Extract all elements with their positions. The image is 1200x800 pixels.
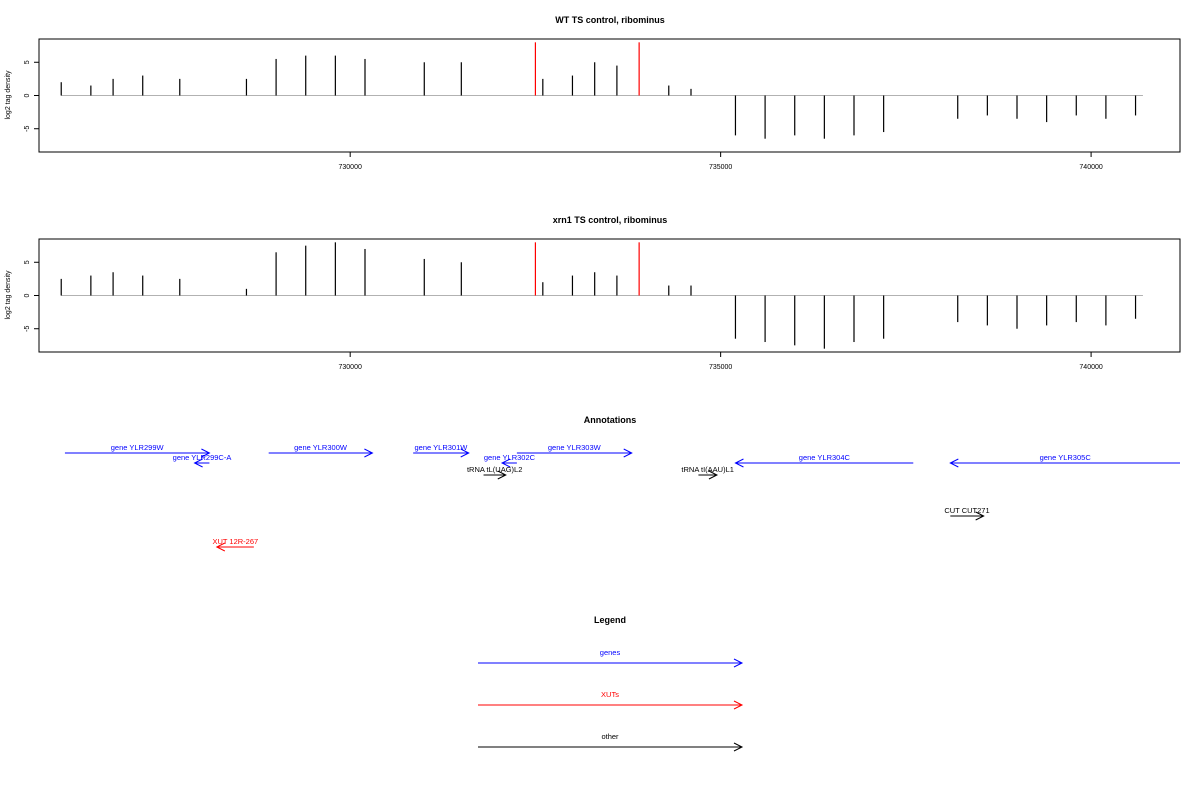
annotation-feature: gene YLR300W	[268, 443, 374, 458]
annotation-label: gene YLR304C	[799, 453, 851, 462]
annotation-feature: gene YLR305C	[949, 453, 1180, 468]
annotation-feature: XUT 12R-267	[212, 537, 258, 552]
panel2-y-tick-label: 0	[24, 293, 31, 297]
legend-arrowhead	[733, 658, 744, 668]
annotation-arrowhead	[215, 542, 226, 552]
annotation-track: gene YLR299W gene YLR299C-A gene YLR300W ge…	[64, 443, 1180, 552]
panel1-x-tick-label: 730000	[339, 164, 362, 171]
annotation-feature: tRNA tL(UAG)L2	[467, 465, 522, 480]
panel1-x-axis: 730000 735000 740000	[339, 151, 1103, 171]
annotation-arrowhead	[949, 458, 959, 468]
legend-label: other	[601, 732, 619, 741]
legend-label: XUTs	[601, 690, 619, 699]
panel2-y-tick-label: -5	[24, 326, 31, 332]
annotation-label: gene YLR299W	[111, 443, 165, 452]
track-panel-wt: WT TS control, ribominus log2 tag densit…	[5, 15, 1181, 171]
panel1-title: WT TS control, ribominus	[555, 15, 665, 25]
annotation-arrowhead	[975, 511, 985, 521]
annotation-label: tRNA tI(AAU)L1	[681, 465, 734, 474]
panel1-y-tick-label: -5	[24, 126, 31, 132]
legend-item-genes: genes	[478, 648, 744, 668]
annotation-feature: CUT CUT271	[944, 506, 990, 521]
annotation-label: gene YLR300W	[294, 443, 348, 452]
annotation-feature: gene YLR299C-A	[173, 453, 232, 468]
legend-item-other: other	[478, 732, 744, 752]
panel1-y-tick-label: 0	[24, 93, 31, 97]
annotation-feature: gene YLR301W	[413, 443, 470, 458]
annotation-label: gene YLR303W	[548, 443, 602, 452]
annotation-arrowhead	[460, 448, 470, 458]
panel1-ylabel: log2 tag density	[5, 70, 12, 120]
panel2-x-tick-label: 730000	[339, 364, 362, 371]
annotation-feature: gene YLR304C	[734, 453, 914, 468]
panel1-bars	[60, 42, 1143, 139]
annotation-label: CUT CUT271	[944, 506, 989, 515]
annotation-arrowhead	[708, 470, 719, 480]
annotation-label: gene YLR302C	[484, 453, 536, 462]
annotation-arrowhead	[500, 458, 511, 468]
panel2-x-tick-label: 740000	[1079, 364, 1102, 371]
annotation-label: XUT 12R-267	[212, 537, 258, 546]
track-panel-xrn1: xrn1 TS control, ribominus log2 tag dens…	[5, 215, 1181, 371]
panel1-y-tick-label: 5	[24, 60, 31, 64]
annotation-feature: gene YLR299W	[64, 443, 211, 458]
annotation-arrowhead	[364, 448, 374, 458]
annotation-arrowhead	[193, 458, 203, 468]
annotation-arrowhead	[201, 448, 211, 458]
annotation-label: tRNA tL(UAG)L2	[467, 465, 522, 474]
annotation-label: gene YLR301W	[415, 443, 469, 452]
annotation-label: gene YLR299C-A	[173, 453, 232, 462]
annotation-arrowhead	[497, 470, 507, 480]
annotations-title: Annotations	[584, 415, 637, 425]
annotation-feature: tRNA tI(AAU)L1	[681, 465, 734, 480]
legend: genes XUTs other	[478, 648, 744, 752]
annotation-label: gene YLR305C	[1040, 453, 1092, 462]
legend-label: genes	[600, 648, 621, 657]
annotation-feature: gene YLR302C	[484, 453, 536, 468]
legend-title: Legend	[594, 615, 626, 625]
panel1-x-tick-label: 740000	[1079, 164, 1102, 171]
panel2-y-tick-label: 5	[24, 260, 31, 264]
annotation-arrowhead	[623, 448, 633, 458]
legend-arrowhead	[733, 742, 744, 752]
panel2-y-axis: 5 0 -5	[24, 260, 40, 332]
panel2-x-tick-label: 735000	[709, 364, 732, 371]
panel1-y-axis: 5 0 -5	[24, 60, 40, 132]
panel2-title: xrn1 TS control, ribominus	[553, 215, 668, 225]
panel1-x-tick-label: 735000	[709, 164, 732, 171]
panel2-bars	[60, 242, 1143, 349]
annotation-arrowhead	[734, 458, 744, 468]
panel2-x-axis: 730000 735000 740000	[339, 351, 1103, 371]
panel2-ylabel: log2 tag density	[5, 270, 12, 320]
legend-item-xuts: XUTs	[478, 690, 744, 710]
annotation-feature: gene YLR303W	[516, 443, 633, 458]
legend-arrowhead	[733, 700, 744, 710]
